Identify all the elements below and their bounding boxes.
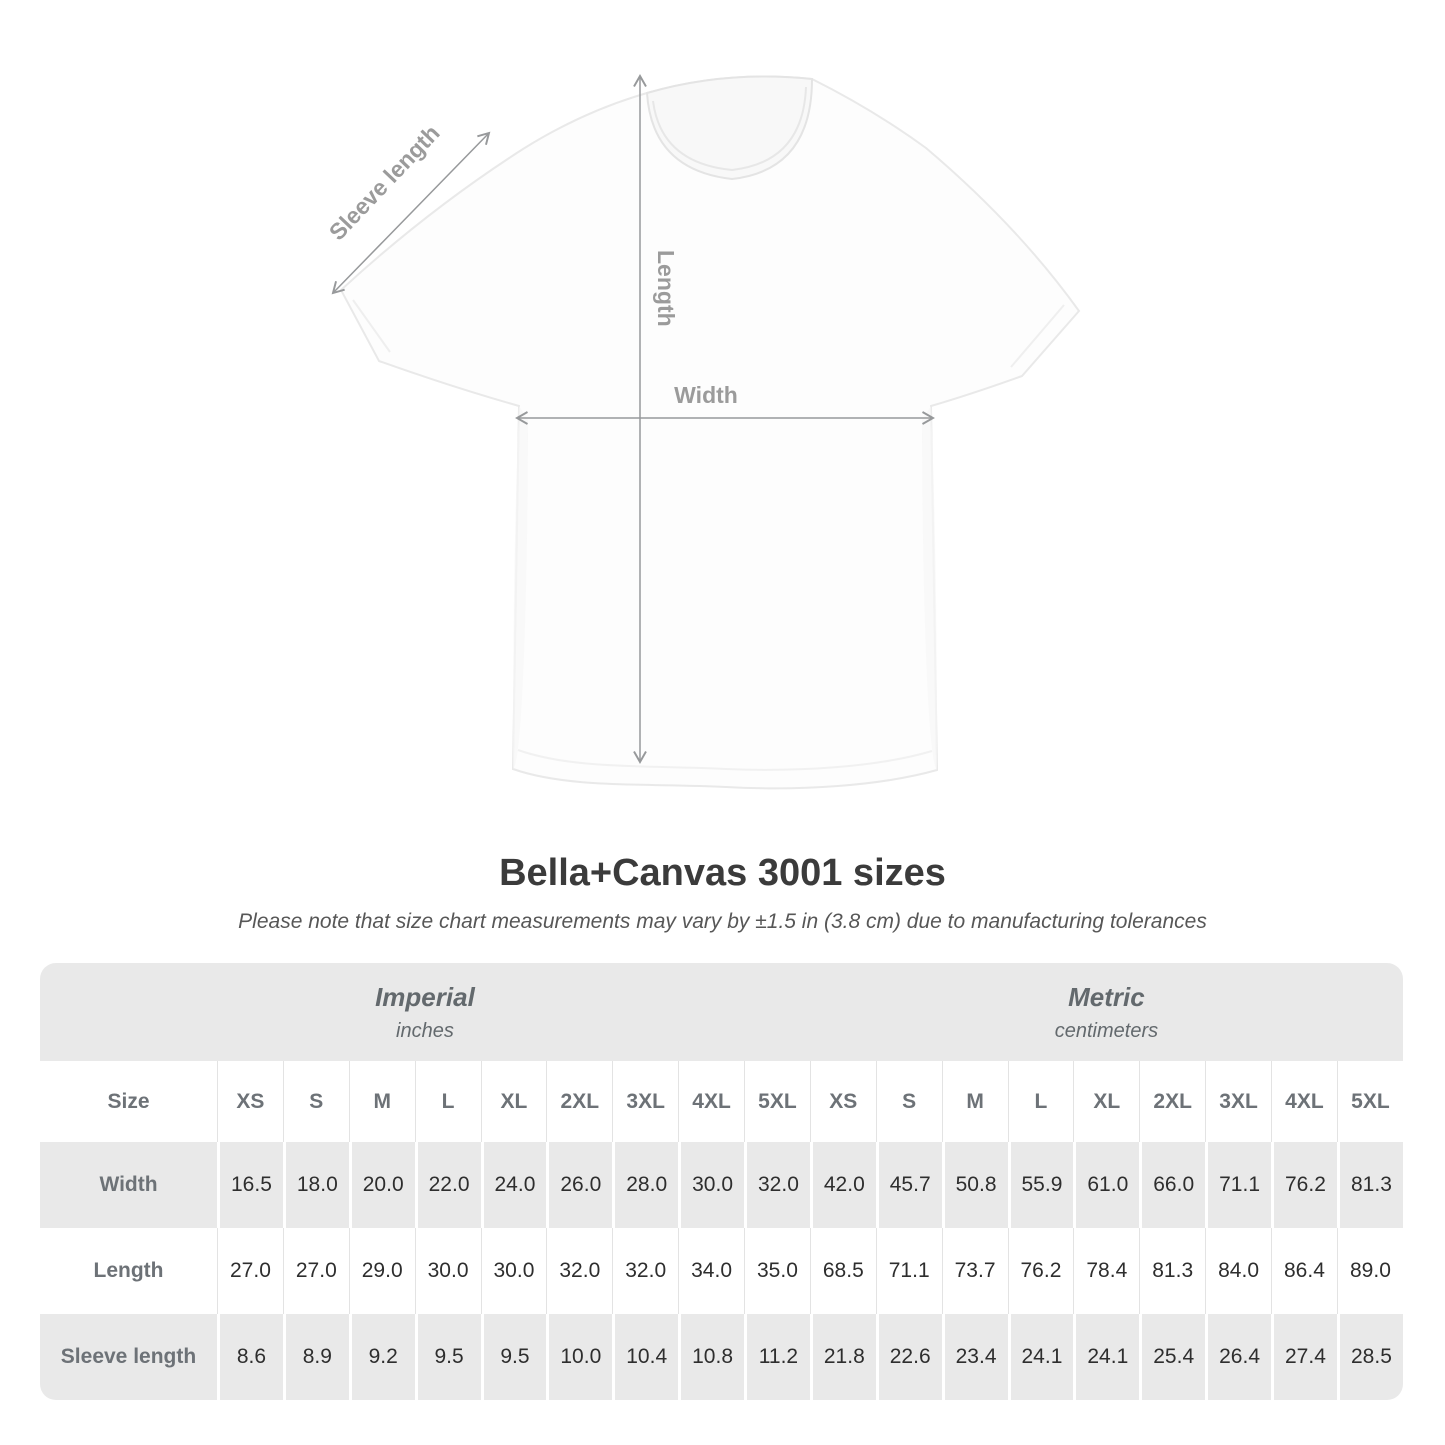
sizes-header-row: Size XS S M L XL 2XL 3XL 4XL 5XL XS S M L XL 2XL 3XL 4XL… <box>40 1061 1403 1142</box>
size-header-metric-s: S <box>875 1061 942 1142</box>
size-chart-table: Imperial inches Metric centimeters Size … <box>40 963 1403 1400</box>
measurement-row-sleeve-length: Sleeve length 8.6 8.9 9.2 9.5 9.5 10.0 10.4 10.8… <box>40 1314 1403 1400</box>
size-header-metric-3xl: 3XL <box>1205 1061 1271 1142</box>
size-header-metric-m: M <box>941 1061 1008 1142</box>
table-cell: 55.9 <box>1007 1142 1074 1228</box>
table-cell: 27.0 <box>282 1228 349 1314</box>
size-header-imperial-3xl: 3XL <box>612 1061 679 1142</box>
table-cell: 8.9 <box>282 1314 349 1400</box>
table-cell: 26.4 <box>1205 1314 1271 1400</box>
table-cell: 9.2 <box>348 1314 415 1400</box>
table-cell: 11.2 <box>744 1314 810 1400</box>
table-cell: 45.7 <box>875 1142 942 1228</box>
table-cell: 42.0 <box>809 1142 876 1228</box>
table-cell: 89.0 <box>1336 1228 1403 1314</box>
size-column-header: Size <box>40 1061 217 1142</box>
table-cell: 10.8 <box>678 1314 744 1400</box>
size-header-metric-4xl: 4XL <box>1271 1061 1337 1142</box>
table-cell: 22.6 <box>875 1314 942 1400</box>
table-cell: 71.1 <box>1205 1142 1271 1228</box>
table-cell: 26.0 <box>546 1142 613 1228</box>
width-label: Width <box>674 382 738 408</box>
table-cell: 9.5 <box>414 1314 481 1400</box>
size-header-imperial-2xl: 2XL <box>546 1061 613 1142</box>
size-header-metric-5xl: 5XL <box>1336 1061 1403 1142</box>
size-header-imperial-m: M <box>348 1061 415 1142</box>
table-cell: 29.0 <box>348 1228 415 1314</box>
table-cell: 76.2 <box>1007 1228 1074 1314</box>
table-cell: 10.0 <box>546 1314 613 1400</box>
page-title: Bella+Canvas 3001 sizes <box>499 852 946 894</box>
measurement-row-length: Length 27.0 27.0 29.0 30.0 30.0 32.0 32.0 34.0 35… <box>40 1228 1403 1314</box>
table-cell: 35.0 <box>744 1228 810 1314</box>
size-header-metric-xl: XL <box>1073 1061 1140 1142</box>
size-header-metric-xs: XS <box>809 1061 876 1142</box>
table-cell: 30.0 <box>678 1142 744 1228</box>
table-cell: 16.5 <box>217 1142 283 1228</box>
metric-title: Metric <box>1068 981 1145 1012</box>
size-header-imperial-4xl: 4XL <box>678 1061 744 1142</box>
table-cell: 27.4 <box>1271 1314 1337 1400</box>
size-header-metric-2xl: 2XL <box>1139 1061 1206 1142</box>
table-cell: 23.4 <box>941 1314 1008 1400</box>
imperial-section-header: Imperial inches <box>40 963 810 1061</box>
row-label: Length <box>40 1228 217 1314</box>
size-header-imperial-l: L <box>414 1061 481 1142</box>
table-cell: 73.7 <box>941 1228 1008 1314</box>
length-label: Length <box>653 250 679 327</box>
metric-unit: centimeters <box>1054 1019 1159 1042</box>
size-header-imperial-5xl: 5XL <box>744 1061 810 1142</box>
table-cell: 28.0 <box>612 1142 679 1228</box>
metric-section-header: Metric centimeters <box>809 963 1403 1061</box>
table-cell: 24.1 <box>1007 1314 1074 1400</box>
tshirt-measurement-diagram: Sleeve length Length Width <box>324 74 1081 790</box>
table-cell: 34.0 <box>678 1228 744 1314</box>
table-cell: 76.2 <box>1271 1142 1337 1228</box>
table-cell: 68.5 <box>809 1228 876 1314</box>
table-cell: 21.8 <box>809 1314 876 1400</box>
imperial-title: Imperial <box>375 981 475 1012</box>
table-cell: 24.1 <box>1073 1314 1140 1400</box>
table-cell: 8.6 <box>217 1314 283 1400</box>
table-cell: 22.0 <box>414 1142 481 1228</box>
sleeve-length-arrow <box>331 131 491 295</box>
table-cell: 30.0 <box>480 1228 547 1314</box>
table-cell: 9.5 <box>480 1314 547 1400</box>
table-cell: 81.3 <box>1336 1142 1403 1228</box>
table-cell: 10.4 <box>612 1314 679 1400</box>
table-cell: 86.4 <box>1271 1228 1337 1314</box>
table-cell: 81.3 <box>1139 1228 1206 1314</box>
table-cell: 18.0 <box>282 1142 349 1228</box>
size-header-imperial-s: S <box>282 1061 349 1142</box>
tshirt-illustration <box>339 75 1081 790</box>
table-cell: 25.4 <box>1139 1314 1206 1400</box>
table-cell: 24.0 <box>480 1142 547 1228</box>
units-header-row: Imperial inches Metric centimeters <box>40 963 1403 1061</box>
table-cell: 30.0 <box>414 1228 481 1314</box>
table-cell: 32.0 <box>744 1142 810 1228</box>
table-cell: 28.5 <box>1336 1314 1403 1400</box>
table-cell: 32.0 <box>546 1228 613 1314</box>
table-cell: 50.8 <box>941 1142 1008 1228</box>
size-chart-body: Width 16.5 18.0 20.0 22.0 24.0 26.0 28.0 30.0 32.… <box>40 1142 1403 1400</box>
row-label: Width <box>40 1142 217 1228</box>
table-cell: 78.4 <box>1073 1228 1140 1314</box>
collar <box>645 75 814 181</box>
row-label: Sleeve length <box>40 1314 217 1400</box>
table-cell: 66.0 <box>1139 1142 1206 1228</box>
page-subtitle: Please note that size chart measurements… <box>238 910 1207 933</box>
imperial-unit: inches <box>396 1019 454 1042</box>
table-cell: 84.0 <box>1205 1228 1271 1314</box>
size-header-imperial-xl: XL <box>480 1061 547 1142</box>
size-header-metric-l: L <box>1007 1061 1074 1142</box>
size-chart-table-container: Imperial inches Metric centimeters Size … <box>40 963 1403 1400</box>
table-cell: 27.0 <box>217 1228 283 1314</box>
table-cell: 61.0 <box>1073 1142 1140 1228</box>
table-cell: 20.0 <box>348 1142 415 1228</box>
measurement-row-width: Width 16.5 18.0 20.0 22.0 24.0 26.0 28.0 30.0 32.… <box>40 1142 1403 1228</box>
size-header-imperial-xs: XS <box>217 1061 283 1142</box>
table-cell: 32.0 <box>612 1228 679 1314</box>
table-cell: 71.1 <box>875 1228 942 1314</box>
